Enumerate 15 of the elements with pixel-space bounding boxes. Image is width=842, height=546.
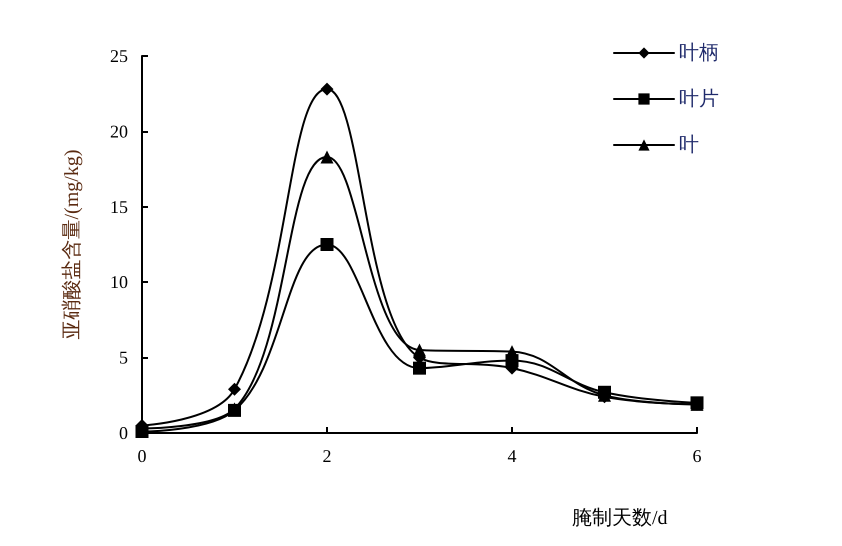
y-tick-label: 20 xyxy=(110,121,128,142)
legend-label: 叶片 xyxy=(679,88,719,110)
y-tick-label: 25 xyxy=(110,46,128,66)
y-tick-label: 10 xyxy=(110,272,128,292)
x-tick-label: 6 xyxy=(692,446,702,466)
x-tick-label: 0 xyxy=(138,446,146,466)
x-tick-label: 4 xyxy=(508,446,516,466)
x-tick-label: 2 xyxy=(322,446,332,466)
x-axis-title: 腌制天数/d xyxy=(572,507,668,529)
y-tick-label: 0 xyxy=(119,423,128,443)
legend-label: 叶 xyxy=(679,134,699,156)
y-tick-label: 5 xyxy=(119,348,128,368)
legend-label: 叶柄 xyxy=(679,42,719,64)
y-axis-title: 亚硝酸盐含量/(mg/kg) xyxy=(61,150,83,340)
y-tick-label: 15 xyxy=(110,196,128,217)
